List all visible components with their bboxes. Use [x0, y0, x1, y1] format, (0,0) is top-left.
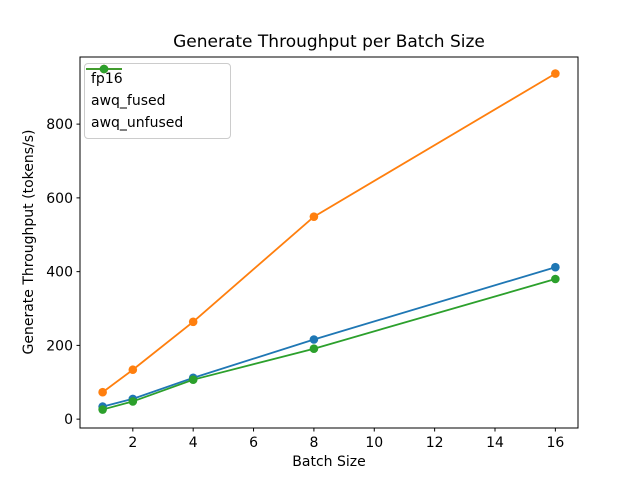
plot-border: [79, 56, 579, 429]
x-tick-label: 2: [128, 435, 137, 451]
y-tick-label: 200: [46, 338, 73, 354]
x-tick-label: 10: [365, 435, 383, 451]
chart-title: Generate Throughput per Batch Size: [173, 32, 485, 52]
data-point: [128, 365, 138, 375]
x-tick-label: 6: [249, 435, 258, 451]
x-tick-label: 16: [546, 435, 564, 451]
y-tick-label: 600: [46, 191, 73, 207]
data-point: [309, 212, 319, 221]
series-line: [102, 266, 556, 408]
x-axis-label: Batch Size: [292, 454, 366, 470]
data-point: [551, 274, 560, 284]
data-point: [188, 317, 198, 327]
data-point: [188, 375, 198, 384]
legend: fp16 awq_fused awq_unfused: [84, 63, 231, 139]
data-point: [551, 262, 560, 272]
y-axis: 0 200 400 600 800: [46, 117, 80, 428]
data-point: [551, 69, 560, 78]
series-line: [102, 278, 556, 411]
data-point: [98, 405, 107, 414]
legend-label: awq_fused: [91, 93, 166, 109]
x-axis: 2 4 6 8 10 12 14 16: [128, 428, 564, 451]
y-tick-label: 400: [46, 265, 73, 281]
legend-entry-awq_fused: awq_fused: [86, 64, 222, 112]
legend-entry-awq_unfused: awq_unfused: [86, 64, 222, 134]
x-tick-label: 12: [426, 435, 444, 451]
data-point: [98, 387, 107, 397]
data-point: [309, 344, 319, 354]
legend-label: fp16: [91, 71, 123, 87]
x-tick-label: 14: [486, 435, 504, 451]
data-point: [128, 397, 138, 406]
legend-marker-icon: [86, 64, 122, 74]
series-awq_fused: [98, 69, 560, 397]
series-awq_unfused: [98, 274, 560, 414]
y-tick-label: 0: [64, 412, 73, 428]
y-tick-label: 800: [46, 117, 73, 133]
x-tick-label: 4: [189, 435, 198, 451]
data-point: [309, 335, 319, 344]
y-axis-label: Generate Throughput (tokens/s): [21, 129, 37, 355]
legend-label: awq_unfused: [91, 115, 184, 131]
x-tick-label: 8: [309, 435, 318, 451]
